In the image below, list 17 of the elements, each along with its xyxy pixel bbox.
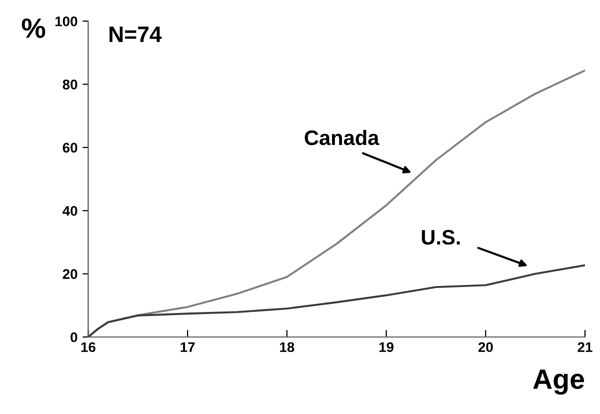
x-tick-label: 20 (478, 342, 493, 352)
x-tick-label: 16 (81, 342, 96, 352)
y-tick-label: 0 (70, 332, 78, 342)
x-tick-label: 18 (280, 342, 294, 352)
text: Canada (304, 130, 380, 146)
y-axis-title: % (22, 18, 46, 38)
x-tick-label: 19 (379, 342, 394, 352)
y-tick-label: 80 (62, 80, 78, 90)
x-axis-title: Age (533, 370, 584, 395)
y-tick-label: 100 (55, 16, 78, 26)
series-label: U.S. (422, 230, 460, 245)
annotation: N=74 (110, 26, 162, 42)
y-tick-label: 60 (62, 142, 78, 153)
y-tick-label: 20 (62, 269, 78, 279)
y-tick-label: 40 (62, 206, 78, 216)
x-tick-label: 21 (578, 342, 592, 352)
x-tick-label: 17 (180, 342, 195, 352)
